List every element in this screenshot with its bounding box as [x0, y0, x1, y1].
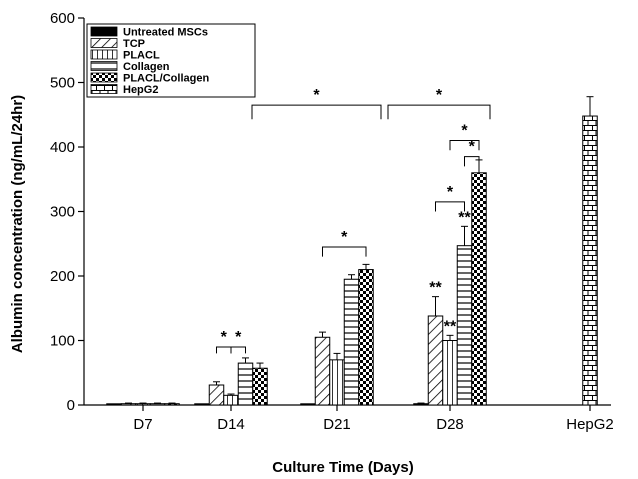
legend-label: Untreated MSCs	[123, 27, 208, 39]
bar	[456, 245, 473, 406]
legend-swatch	[90, 61, 118, 71]
significance-label: *	[221, 329, 228, 346]
y-tick-label: 100	[50, 333, 75, 350]
bar	[194, 403, 210, 406]
significance-bracket	[464, 156, 480, 167]
significance-label: *	[469, 139, 476, 156]
bar	[135, 403, 151, 406]
significance-label: **	[429, 280, 442, 297]
bar	[582, 115, 598, 406]
bar	[106, 403, 122, 406]
legend: Untreated MSCsTCPPLACLCollagenPLACL/Coll…	[86, 23, 256, 98]
significance-bracket	[230, 346, 246, 354]
bar	[252, 367, 268, 406]
legend-swatch	[90, 72, 118, 83]
legend-swatch	[90, 26, 118, 37]
y-tick-label: 400	[50, 139, 75, 156]
x-axis-title: Culture Time (Days)	[272, 459, 413, 476]
significance-label: *	[447, 184, 454, 201]
bar	[471, 172, 487, 406]
legend-swatch	[90, 84, 118, 94]
bar	[300, 403, 316, 406]
legend-swatch	[90, 49, 118, 60]
bar	[427, 315, 444, 406]
significance-label: *	[436, 87, 443, 104]
bar	[208, 384, 225, 406]
significance-bracket	[435, 201, 465, 212]
bar	[314, 336, 331, 406]
y-tick-label: 600	[50, 10, 75, 27]
significance-label: *	[313, 87, 320, 104]
legend-label: TCP	[123, 38, 145, 50]
bar	[223, 394, 239, 406]
y-tick-label: 500	[50, 75, 75, 92]
significance-label: **	[458, 209, 471, 226]
bar	[149, 403, 166, 406]
y-axis-title: Albumin concentration (ng/mL/24hr)	[9, 95, 26, 353]
significance-label: *	[235, 329, 242, 346]
x-tick-label: D7	[133, 416, 152, 433]
significance-bracket	[387, 104, 491, 120]
x-tick-label: D21	[323, 416, 351, 433]
y-tick-label: 200	[50, 268, 75, 285]
legend-label: PLACL	[123, 50, 160, 62]
bar	[164, 403, 180, 406]
bar	[329, 359, 345, 406]
bar	[343, 278, 360, 406]
significance-bracket	[322, 246, 367, 257]
legend-label: HepG2	[123, 84, 158, 96]
bar	[237, 362, 254, 406]
significance-bracket	[251, 104, 382, 120]
legend-label: Collagen	[123, 61, 170, 73]
bar	[358, 269, 374, 406]
legend-label: PLACL/Collagen	[123, 73, 209, 85]
significance-bracket	[449, 140, 480, 151]
x-tick-label: HepG2	[566, 416, 614, 433]
bar	[442, 340, 458, 406]
x-tick-label: D28	[436, 416, 464, 433]
significance-label: **	[444, 318, 457, 335]
significance-bracket	[216, 346, 232, 354]
bar	[413, 403, 429, 406]
bar	[120, 403, 137, 406]
legend-swatch	[90, 38, 118, 48]
y-tick-label: 0	[67, 397, 75, 414]
significance-label: *	[341, 229, 348, 246]
y-tick-label: 300	[50, 204, 75, 221]
significance-label: *	[461, 123, 468, 140]
x-tick-label: D14	[217, 416, 245, 433]
